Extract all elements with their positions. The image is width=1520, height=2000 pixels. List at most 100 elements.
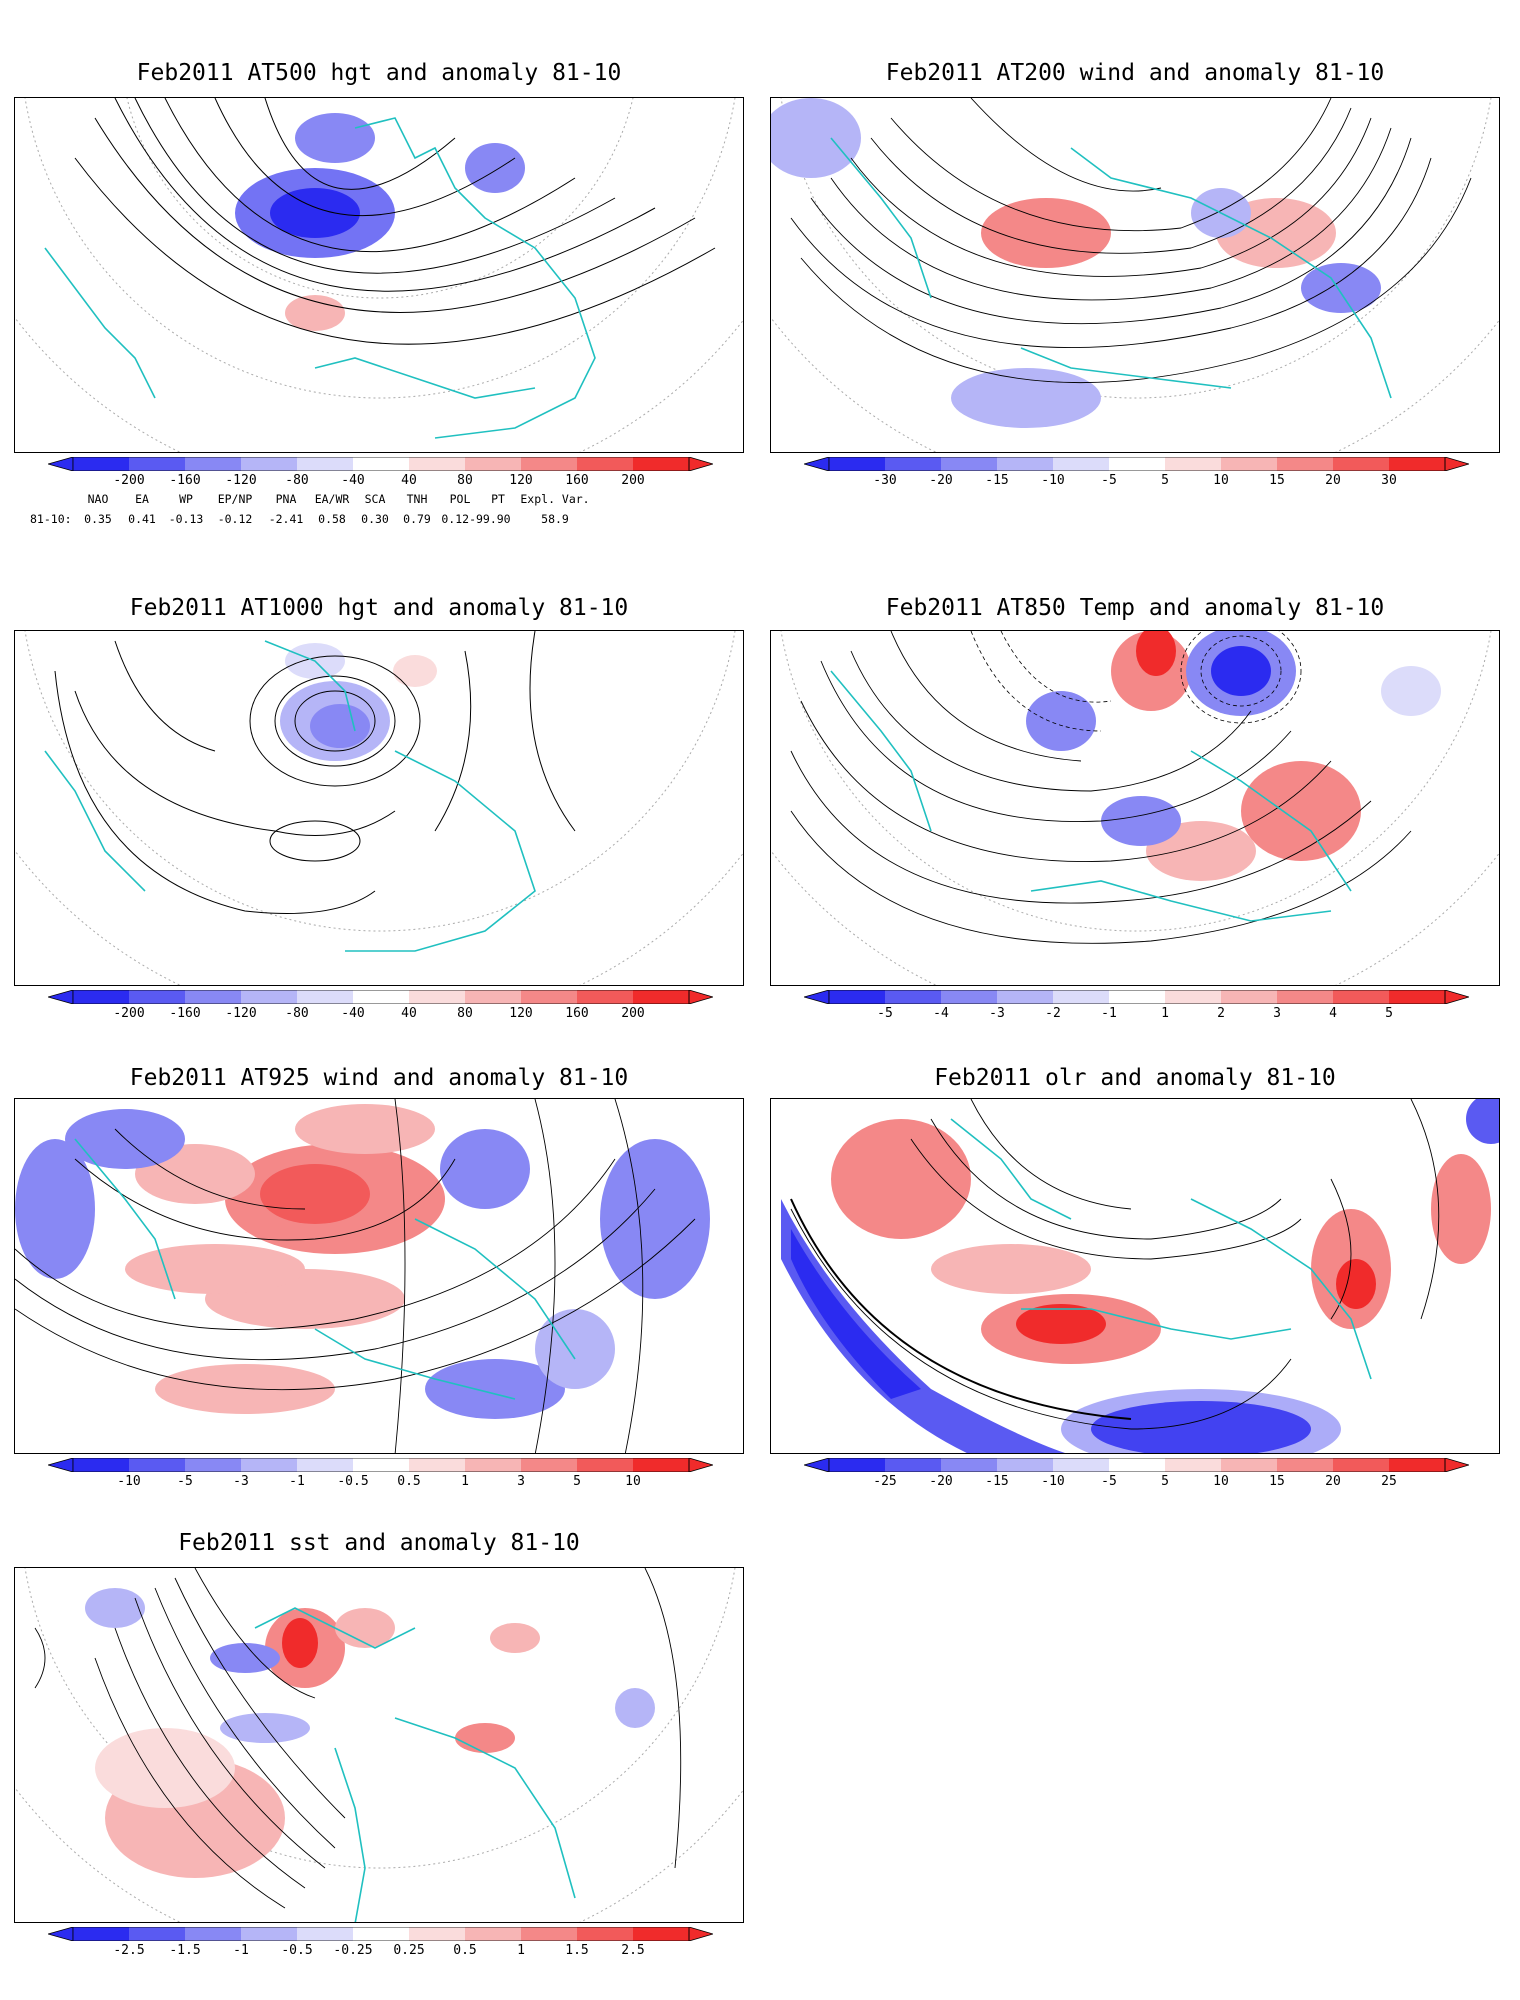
panel-at200-wind: Feb2011 AT200 wind and anomaly 81-10 [770,60,1500,490]
panel-title: Feb2011 AT850 Temp and anomaly 81-10 [885,595,1385,621]
tele-header: POL [449,492,471,506]
tick-label: -2.5 [113,1943,145,1958]
colorbar-graphic [48,1927,713,1941]
map-graphic [15,1568,743,1922]
tick-label: 20 [1325,473,1341,488]
tick-label: -10 [1041,473,1065,488]
tick-label: -0.5 [337,1474,369,1489]
tick-label: -120 [225,473,257,488]
tick-label: 3 [1273,1006,1281,1021]
tele-value: 0.35 [84,512,112,526]
map-graphic [15,98,743,452]
tick-label: 15 [1269,1474,1285,1489]
colorbar-ticks: -200 -160 -120 -80 -40 40 80 120 160 200 [48,1006,713,1022]
colorbar [48,457,713,471]
colorbar-ticks: -30 -20 -15 -10 -5 5 10 15 20 30 [804,473,1469,489]
colorbar [48,990,713,1004]
teleconnection-table: NAO EA WP EP/NP PNA EA/WR SCA TNH POL PT… [14,492,744,532]
tick-label: 40 [401,1006,417,1021]
tick-label: -3 [233,1474,249,1489]
tick-label: 1 [461,1474,469,1489]
colorbar-ticks: -10 -5 -3 -1 -0.5 0.5 1 3 5 10 [48,1474,713,1490]
tele-value: 58.9 [541,512,569,526]
tick-label: 0.5 [453,1943,477,1958]
map-olr [770,1098,1500,1454]
colorbar [804,990,1469,1004]
colorbar-graphic [48,457,713,471]
tick-label: -1.5 [169,1943,201,1958]
tick-label: 200 [621,1006,645,1021]
map-sst [14,1567,744,1923]
tick-label: 0.5 [397,1474,421,1489]
tick-label: 10 [625,1474,641,1489]
panel-at1000-hgt: Feb2011 AT1000 hgt and anomaly 81-10 [14,595,744,1025]
tick-label: 200 [621,473,645,488]
tick-label: -0.5 [281,1943,313,1958]
colorbar [48,1458,713,1472]
tick-label: 25 [1381,1474,1397,1489]
colorbar-graphic [804,457,1469,471]
tick-label: 3 [517,1474,525,1489]
tele-value: -2.41 [268,512,304,526]
colorbar [48,1927,713,1941]
tick-label: 30 [1381,473,1397,488]
tick-label: -10 [1041,1474,1065,1489]
tick-label: 0.25 [393,1943,425,1958]
tele-row-label: 81-10: [30,512,72,526]
tick-label: 5 [573,1474,581,1489]
tele-header: EP/NP [217,492,253,506]
map-at850 [770,630,1500,986]
map-graphic [771,1099,1499,1453]
tick-label: -160 [169,1006,201,1021]
tick-label: -1 [233,1943,249,1958]
tick-label: -5 [1101,473,1117,488]
tele-header: PT [491,492,505,506]
tick-label: -15 [985,473,1009,488]
tick-label: -3 [989,1006,1005,1021]
tick-label: 5 [1161,1474,1169,1489]
tick-label: 160 [565,1006,589,1021]
tick-label: 20 [1325,1474,1341,1489]
tick-label: -40 [341,473,365,488]
tick-label: -1 [289,1474,305,1489]
colorbar [804,1458,1469,1472]
tick-label: -200 [113,473,145,488]
tick-label: -30 [873,473,897,488]
map-graphic [15,1099,710,1453]
tick-label: -80 [285,473,309,488]
tick-label: 10 [1213,1474,1229,1489]
tick-label: 160 [565,473,589,488]
panel-title: Feb2011 AT925 wind and anomaly 81-10 [129,1065,629,1091]
tick-label: -25 [873,1474,897,1489]
tick-label: 2.5 [621,1943,645,1958]
tele-header: WP [179,492,193,506]
colorbar-graphic [48,1458,713,1472]
tick-label: 10 [1213,473,1229,488]
tele-header: TNH [406,492,428,506]
tick-label: -40 [341,1006,365,1021]
panel-title: Feb2011 AT1000 hgt and anomaly 81-10 [129,595,629,621]
tele-header: SCA [364,492,386,506]
tick-label: -1 [1101,1006,1117,1021]
teleconnection-values: 81-10: 0.35 0.41 -0.13 -0.12 -2.41 0.58 … [14,512,744,528]
colorbar-ticks: -2.5 -1.5 -1 -0.5 -0.25 0.25 0.5 1 1.5 2… [48,1943,713,1959]
tele-value: 0.58 [318,512,346,526]
tele-value: -0.13 [168,512,204,526]
tick-label: -5 [177,1474,193,1489]
tele-value: 0.12-99.90 [441,512,511,526]
tick-label: -80 [285,1006,309,1021]
tick-label: -120 [225,1006,257,1021]
colorbar-graphic [804,1458,1469,1472]
tick-label: -0.25 [333,1943,373,1958]
tele-header: Expl. Var. [520,492,590,506]
tick-label: 80 [457,473,473,488]
panel-title: Feb2011 AT500 hgt and anomaly 81-10 [136,60,622,86]
tick-label: 5 [1385,1006,1393,1021]
map-at925 [14,1098,744,1454]
panel-at850-temp: Feb2011 AT850 Temp and anomaly 81-10 [770,595,1500,1025]
tick-label: -200 [113,1006,145,1021]
tick-label: -20 [929,473,953,488]
tick-label: 5 [1161,473,1169,488]
panel-at500-hgt: Feb2011 AT500 hgt and anomaly 81-10 [14,60,744,490]
tick-label: 2 [1217,1006,1225,1021]
